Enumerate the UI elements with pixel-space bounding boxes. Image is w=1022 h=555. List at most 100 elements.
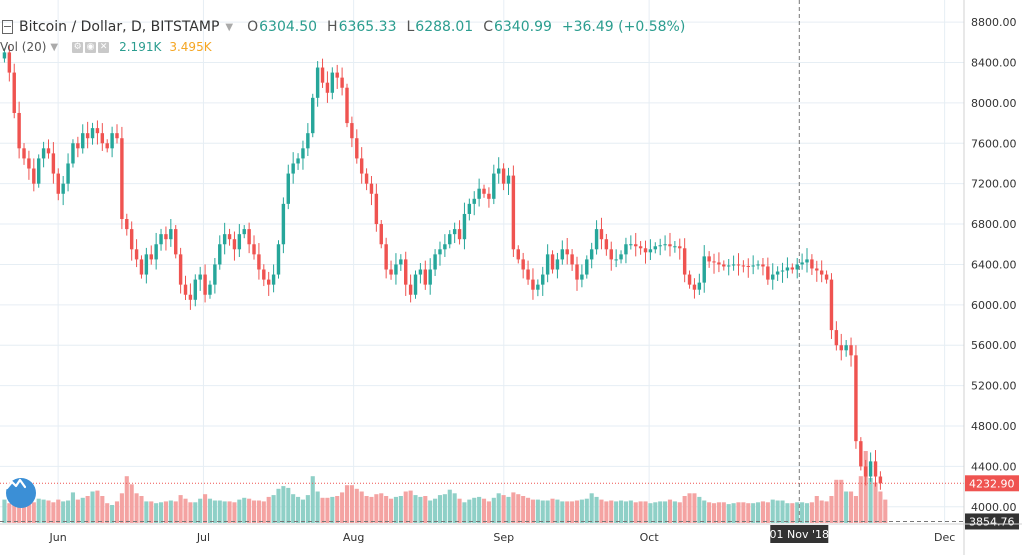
volume-bar [41, 499, 46, 523]
volume-indicator-label[interactable]: Vol (20) [0, 40, 47, 54]
volume-bar [437, 495, 443, 523]
candle-body [22, 148, 26, 159]
candle-body [873, 461, 878, 477]
time-tick-label: Jul [196, 531, 210, 544]
volume-bar [374, 494, 379, 523]
candle-body [169, 229, 173, 240]
candle-body [95, 128, 100, 134]
volume-bar [114, 501, 120, 523]
volume-bar [359, 491, 364, 523]
candle-body [462, 213, 467, 240]
volume-bar [574, 500, 580, 523]
volume-bar [814, 496, 819, 523]
close-icon[interactable]: ✕ [98, 41, 110, 53]
candle-body [262, 269, 266, 280]
low-value: 6288.01 [415, 19, 474, 35]
symbol-title[interactable]: Bitcoin / Dollar, D, BITSTAMP [19, 19, 220, 35]
candle-body [159, 234, 163, 245]
candle-body [208, 284, 212, 295]
volume-bar [183, 498, 188, 523]
volume-bar [692, 493, 697, 523]
volume-bar [247, 498, 252, 523]
candle-body [369, 183, 374, 194]
candle-body [257, 254, 261, 270]
candle-body [399, 259, 403, 265]
candle-body [594, 229, 599, 250]
volume-bar [775, 500, 780, 523]
tradingview-logo-icon[interactable] [6, 478, 36, 508]
time-tick-label: Oct [640, 531, 660, 544]
crosshair-price-label: 3854.76 [969, 515, 1015, 528]
candle-body [345, 87, 349, 124]
candle-body [41, 148, 46, 159]
candle-body [198, 274, 202, 280]
candle-body [247, 229, 251, 245]
volume-bar [291, 494, 296, 523]
time-tick-label: Jun [49, 531, 67, 544]
volume-bar [521, 496, 526, 523]
volume-bar [433, 498, 438, 523]
candle-body [227, 234, 232, 240]
price-tick-label: 8000.00 [971, 97, 1017, 110]
open-label: O [247, 19, 259, 35]
volume-bar [276, 488, 281, 523]
volume-bar [721, 502, 726, 523]
candle-body [291, 163, 295, 174]
candle-body [423, 269, 428, 285]
candle-body [771, 274, 775, 280]
volume-bar [203, 494, 208, 523]
volume-bar [364, 496, 369, 523]
candle-body [183, 284, 188, 295]
volume-bar [790, 503, 795, 523]
price-tick-label: 5600.00 [971, 339, 1017, 352]
volume-bar [756, 502, 761, 523]
candlesticks [2, 45, 883, 490]
volume-bar [85, 496, 90, 523]
eye-icon[interactable]: ◉ [85, 41, 97, 53]
ohlc-legend: Bitcoin / Dollar, D, BITSTAMP ▼ O 6304.50… [0, 16, 695, 38]
low-label: L [406, 19, 415, 35]
volume-bar [349, 485, 354, 523]
candle-body [144, 254, 149, 275]
candle-type-icon[interactable] [2, 20, 13, 34]
candle-body [350, 123, 354, 139]
volume-bar [144, 501, 149, 523]
candle-body [56, 173, 60, 194]
volume-bar [667, 499, 673, 523]
candle-body [477, 188, 481, 199]
candle-body [188, 294, 193, 300]
volume-bar [105, 503, 110, 523]
volume-bar [555, 499, 560, 523]
chevron-down-icon[interactable]: ▼ [225, 21, 234, 33]
price-tick-label: 7600.00 [971, 137, 1017, 150]
candle-body [624, 244, 628, 255]
volume-bar [741, 502, 746, 523]
candle-body [90, 128, 95, 139]
volume-bar [472, 497, 477, 523]
candle-body [849, 345, 853, 356]
candle-body [878, 476, 883, 484]
candle-body [428, 269, 432, 285]
candle-body [222, 234, 227, 245]
candle-body [766, 266, 770, 280]
candle-body [854, 355, 858, 442]
volume-bar [540, 500, 545, 523]
volume-bar [829, 496, 834, 523]
candle-body [780, 270, 785, 272]
last-price-label: 4232.90 [969, 477, 1015, 490]
settings-icon[interactable]: ⚙ [72, 41, 84, 53]
chevron-down-icon[interactable]: ▼ [50, 41, 59, 53]
candle-body [834, 330, 839, 346]
candle-body [614, 259, 618, 261]
volume-bar [271, 495, 276, 523]
volume-bar [604, 501, 609, 523]
volume-bar [614, 501, 619, 523]
volume-bar [486, 501, 491, 523]
candle-body [7, 52, 12, 73]
candle-body [785, 267, 790, 271]
volume-bar [17, 504, 22, 523]
candle-body [379, 224, 383, 245]
open-value: 6304.50 [259, 19, 318, 35]
time-tick-label: Sep [493, 531, 514, 544]
